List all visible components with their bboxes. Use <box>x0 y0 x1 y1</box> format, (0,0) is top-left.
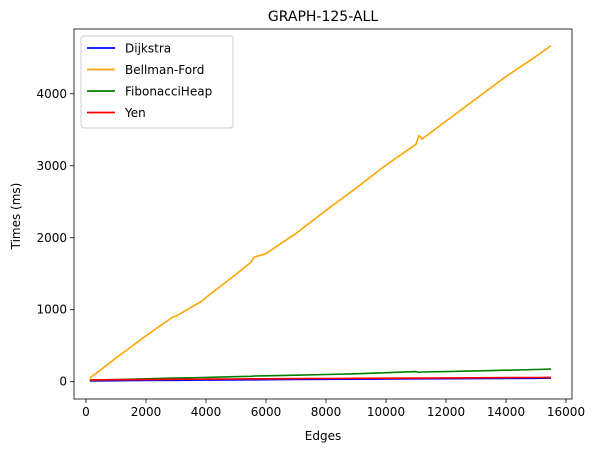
legend-label: Yen <box>124 106 146 120</box>
series-line-dijkstra <box>89 377 552 382</box>
x-tick-label: 8000 <box>311 405 342 419</box>
x-tick-label: 10000 <box>367 405 405 419</box>
x-tick-label: 14000 <box>487 405 525 419</box>
chart-title: GRAPH-125-ALL <box>268 9 378 25</box>
axes-frame <box>73 28 573 400</box>
y-axis-title: Times (ms) <box>9 183 23 251</box>
x-tick-label: 6000 <box>251 405 282 419</box>
series-line-yen <box>89 376 552 381</box>
x-tick-label: 16000 <box>547 405 585 419</box>
y-tick-label: 4000 <box>36 87 67 101</box>
x-tick-label: 0 <box>82 405 90 419</box>
x-tick-label: 4000 <box>191 405 222 419</box>
series-line-bellman-ford <box>89 44 552 379</box>
series-line-fibonacciheap <box>89 368 552 382</box>
y-tick-label: 0 <box>59 375 67 389</box>
x-axis-title: Edges <box>305 429 341 443</box>
y-tick-label: 3000 <box>36 159 67 173</box>
x-tick-label: 2000 <box>131 405 162 419</box>
plot-area: 0 2000 4000 6000 8000 10000 12000 14000 16000 0 10… <box>36 28 585 419</box>
legend-box <box>80 35 234 129</box>
legend-label: Bellman-Ford <box>125 63 204 77</box>
legend-label: Dijkstra <box>125 42 171 56</box>
x-tick-label: 12000 <box>427 405 465 419</box>
legend-label: FibonacciHeap <box>125 85 212 99</box>
y-tick-label: 1000 <box>36 303 67 317</box>
y-tick-label: 2000 <box>36 231 67 245</box>
